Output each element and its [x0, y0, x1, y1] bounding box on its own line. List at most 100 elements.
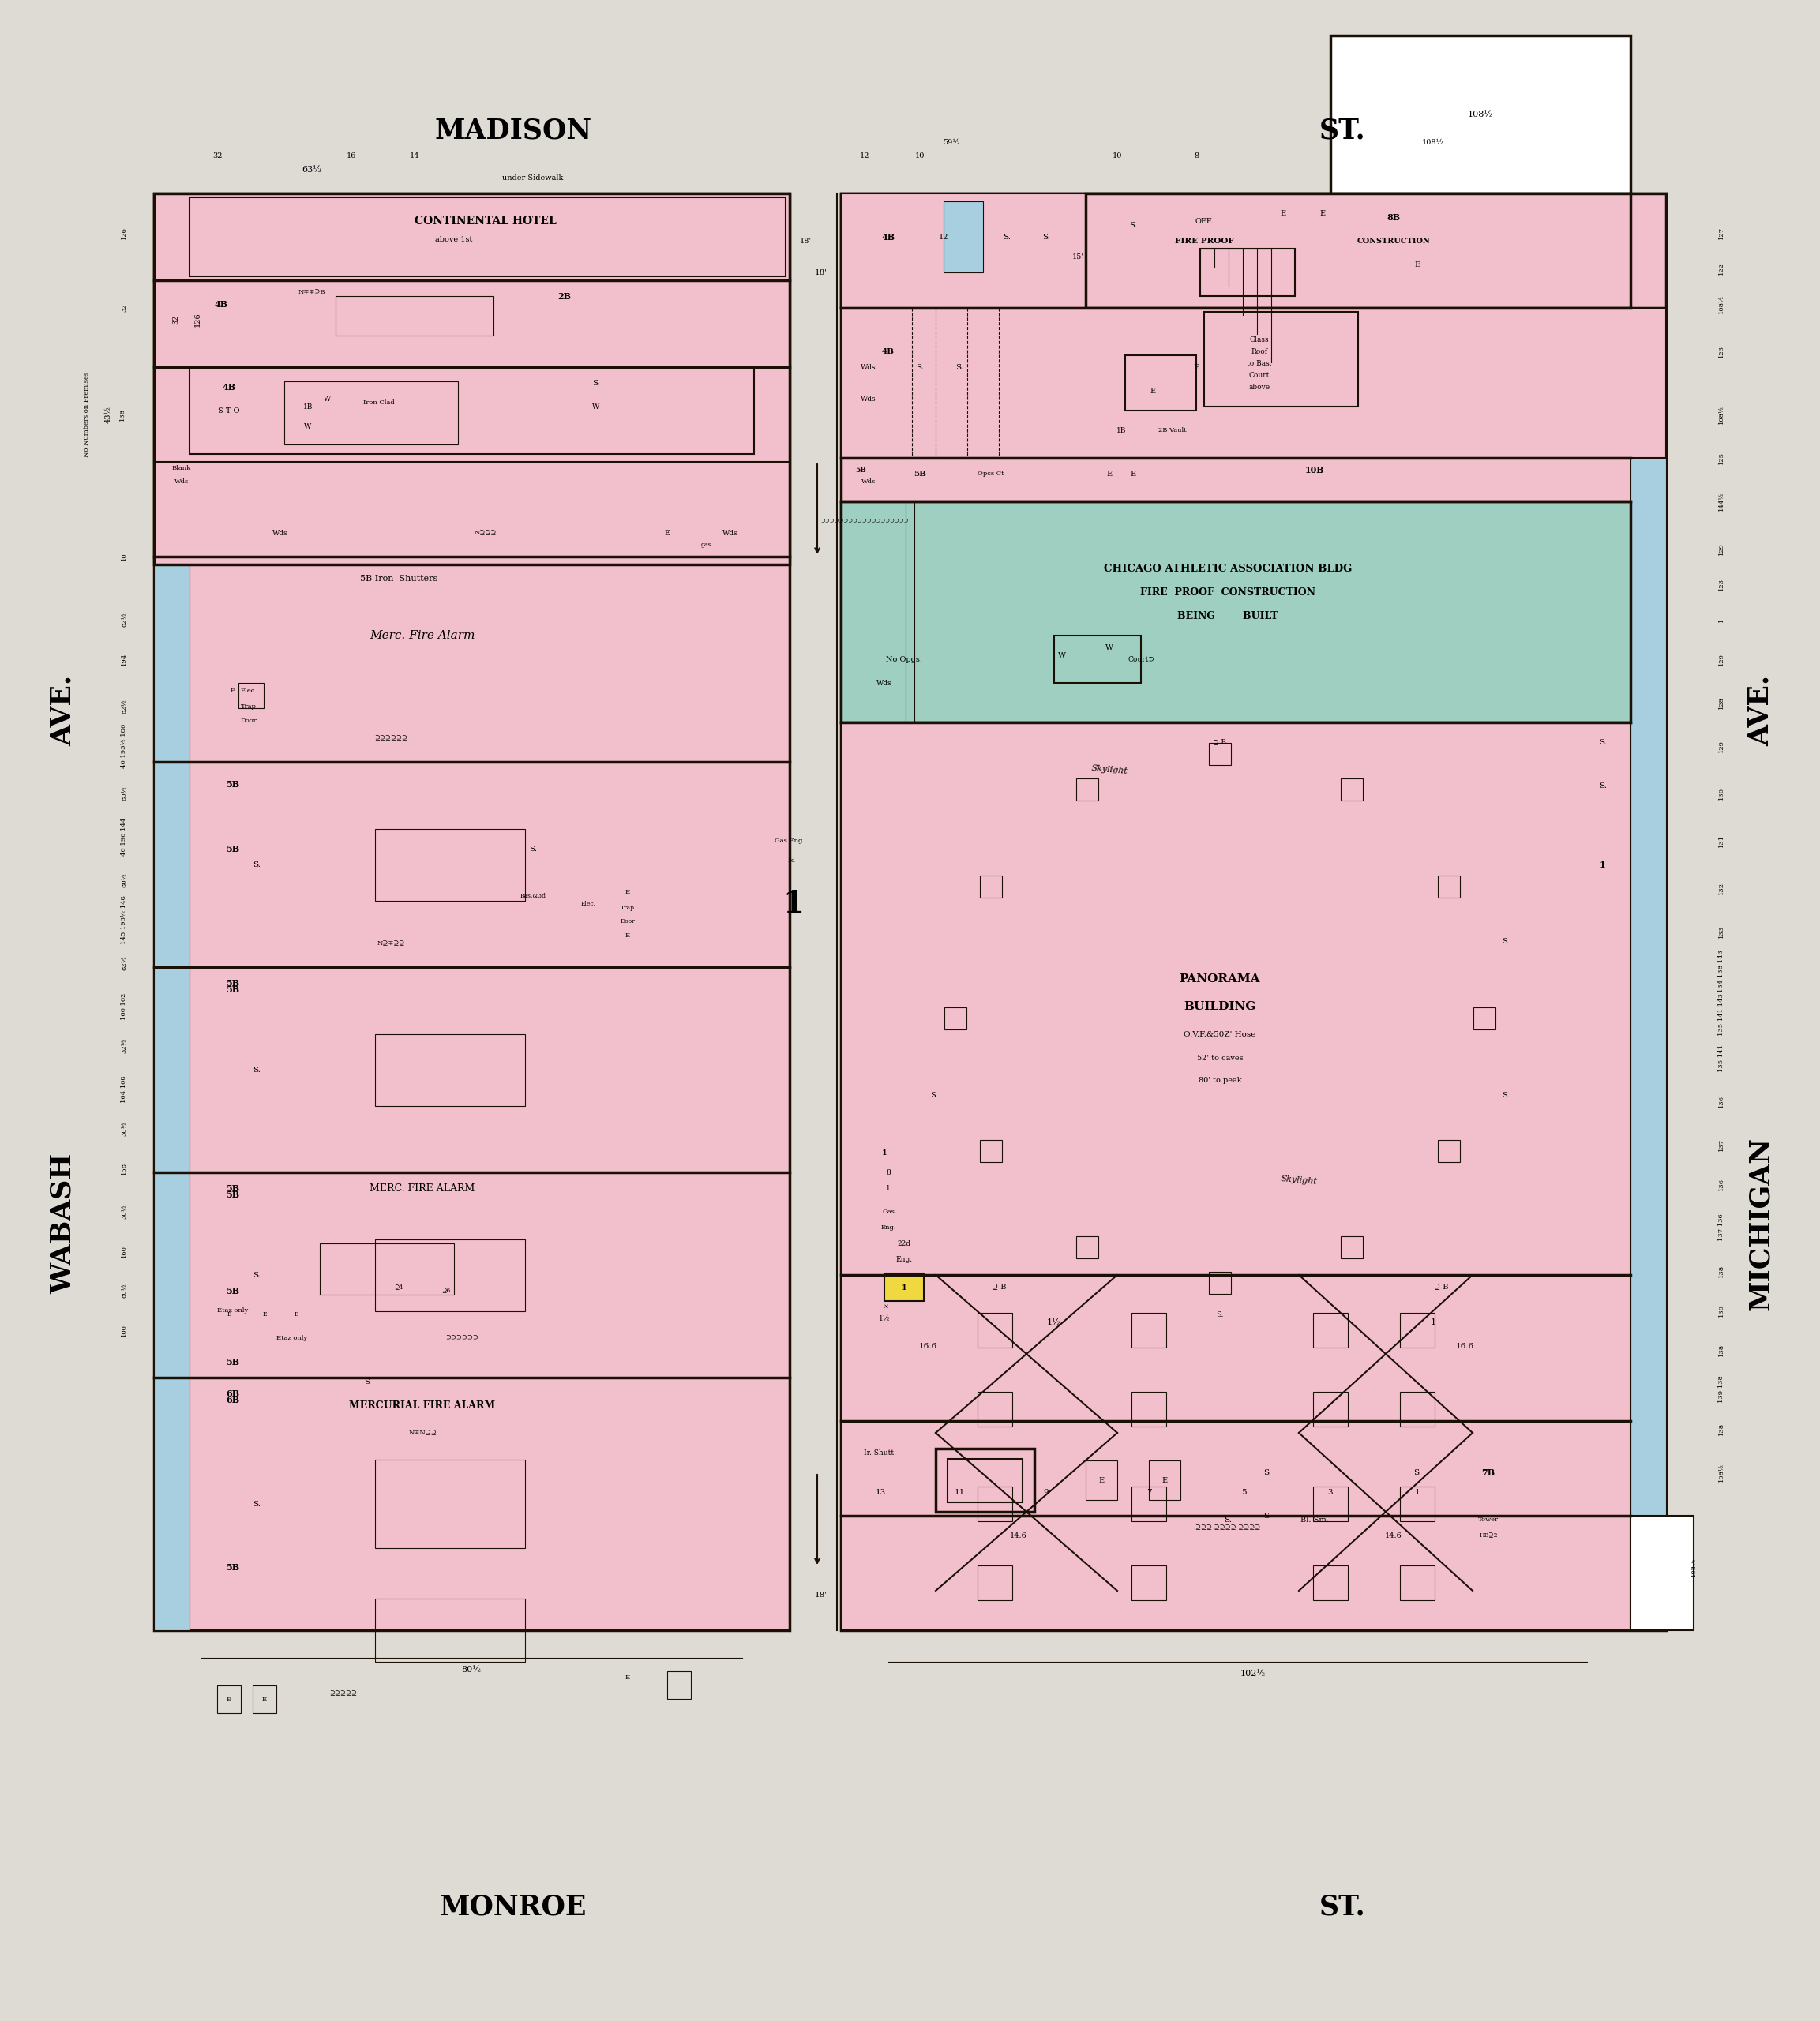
- Bar: [1087, 1461, 1117, 1500]
- Text: 80½: 80½: [120, 873, 127, 887]
- Bar: [1132, 1487, 1167, 1522]
- Circle shape: [1081, 881, 1358, 1156]
- Text: 139 138: 139 138: [1718, 1376, 1725, 1403]
- Bar: [1400, 1392, 1434, 1427]
- Text: 30½: 30½: [120, 1122, 127, 1136]
- Text: S.: S.: [930, 1091, 937, 1099]
- Text: ⊇ B: ⊇ B: [992, 1283, 1006, 1289]
- Text: W: W: [1105, 645, 1114, 651]
- Bar: [1054, 635, 1141, 683]
- Text: Gas: Gas: [883, 1209, 895, 1215]
- Text: 16: 16: [346, 152, 357, 160]
- Text: 137 136: 137 136: [1718, 1215, 1725, 1241]
- Text: 139: 139: [1718, 1304, 1725, 1318]
- Text: 12: 12: [939, 232, 948, 240]
- Text: S.: S.: [253, 1500, 260, 1508]
- Text: 14: 14: [410, 152, 419, 160]
- Bar: [945, 1006, 966, 1029]
- Text: 131: 131: [1718, 835, 1725, 847]
- Text: 108½: 108½: [1718, 404, 1725, 424]
- Text: 122: 122: [1718, 263, 1725, 275]
- Text: 5B: 5B: [226, 780, 240, 788]
- Text: CONTINENTAL HOTEL: CONTINENTAL HOTEL: [415, 216, 557, 226]
- Text: 1: 1: [1414, 1489, 1420, 1496]
- Text: MERCURIAL FIRE ALARM: MERCURIAL FIRE ALARM: [349, 1401, 495, 1411]
- Text: 129: 129: [1718, 740, 1725, 752]
- Bar: [375, 1035, 526, 1105]
- Text: 108½: 108½: [1718, 1463, 1725, 1481]
- Text: S.: S.: [956, 364, 963, 370]
- Bar: [375, 1239, 526, 1312]
- Bar: [668, 1671, 692, 1700]
- Text: 18': 18': [815, 1591, 828, 1599]
- Text: Merc. Fire Alarm: Merc. Fire Alarm: [369, 631, 475, 641]
- Text: above 1st: above 1st: [435, 236, 473, 243]
- Text: 1: 1: [901, 1283, 906, 1291]
- Text: 130: 130: [1718, 786, 1725, 800]
- Circle shape: [976, 774, 1465, 1263]
- Text: Court⊇: Court⊇: [1128, 655, 1154, 663]
- Text: 1: 1: [1600, 861, 1605, 869]
- Text: ⊇⊇⊇⊇⊇⊇: ⊇⊇⊇⊇⊇⊇: [375, 736, 408, 742]
- Text: W: W: [1057, 651, 1067, 659]
- Text: E: E: [626, 889, 630, 895]
- Text: 4B: 4B: [215, 299, 228, 309]
- Text: E: E: [293, 1312, 298, 1318]
- Bar: [1400, 1314, 1434, 1348]
- Text: 32: 32: [173, 315, 180, 325]
- Text: ⊇ B: ⊇ B: [1434, 1283, 1449, 1289]
- Text: S.: S.: [253, 1271, 260, 1279]
- Text: Door: Door: [621, 918, 635, 924]
- Text: Iron Clad: Iron Clad: [364, 400, 395, 406]
- Text: E: E: [226, 1696, 231, 1704]
- Text: E: E: [1161, 1477, 1167, 1483]
- Text: 5B: 5B: [226, 1184, 240, 1192]
- Text: MICHIGAN: MICHIGAN: [1747, 1136, 1774, 1310]
- Bar: [1077, 1237, 1099, 1259]
- Text: 138: 138: [120, 408, 126, 420]
- Text: CONSTRUCTION: CONSTRUCTION: [1358, 236, 1431, 245]
- Text: 6B: 6B: [226, 1388, 240, 1399]
- Text: Elec.: Elec.: [240, 687, 257, 693]
- Circle shape: [1030, 829, 1409, 1209]
- Text: 80½: 80½: [462, 1665, 480, 1673]
- Text: E: E: [626, 1675, 630, 1681]
- Text: 160 162: 160 162: [120, 992, 127, 1021]
- Text: 15': 15': [1072, 253, 1083, 261]
- Text: 134 138 143: 134 138 143: [1718, 950, 1725, 992]
- Bar: [979, 1140, 1001, 1162]
- Text: 194: 194: [120, 653, 127, 665]
- Text: 82½: 82½: [120, 956, 127, 970]
- Text: 129: 129: [1718, 653, 1725, 665]
- Text: S: S: [364, 1378, 369, 1384]
- Text: N∓∓⊇B: N∓∓⊇B: [298, 289, 326, 295]
- Text: 8: 8: [886, 1168, 890, 1176]
- Bar: [1199, 249, 1294, 295]
- Text: 1B: 1B: [304, 402, 313, 410]
- Text: OFF.: OFF.: [1196, 218, 1214, 224]
- Text: S.: S.: [1600, 738, 1607, 746]
- Text: 30½: 30½: [120, 1205, 127, 1219]
- Text: S.: S.: [915, 364, 925, 370]
- Text: W: W: [304, 422, 311, 430]
- Bar: [1474, 1006, 1496, 1029]
- Text: 13: 13: [875, 1489, 886, 1496]
- Text: 12: 12: [859, 152, 870, 160]
- Text: 158: 158: [120, 1162, 127, 1174]
- Text: 129: 129: [1718, 542, 1725, 556]
- Text: MERC. FIRE ALARM: MERC. FIRE ALARM: [369, 1182, 475, 1192]
- Text: 10: 10: [120, 552, 127, 560]
- Text: S.: S.: [1502, 938, 1509, 946]
- Text: Elec.: Elec.: [581, 901, 595, 907]
- Text: 59½: 59½: [943, 139, 959, 146]
- Text: E: E: [1099, 1477, 1105, 1483]
- Text: WABASH: WABASH: [49, 1154, 76, 1293]
- Text: Wds: Wds: [861, 364, 875, 370]
- Text: 1: 1: [886, 1184, 890, 1192]
- Text: 136: 136: [1718, 1178, 1725, 1190]
- Text: E: E: [626, 932, 630, 938]
- Text: 108½: 108½: [1421, 139, 1443, 146]
- Text: HB⊇2: HB⊇2: [1480, 1532, 1498, 1538]
- Text: S.: S.: [1600, 782, 1607, 788]
- Bar: [284, 382, 459, 445]
